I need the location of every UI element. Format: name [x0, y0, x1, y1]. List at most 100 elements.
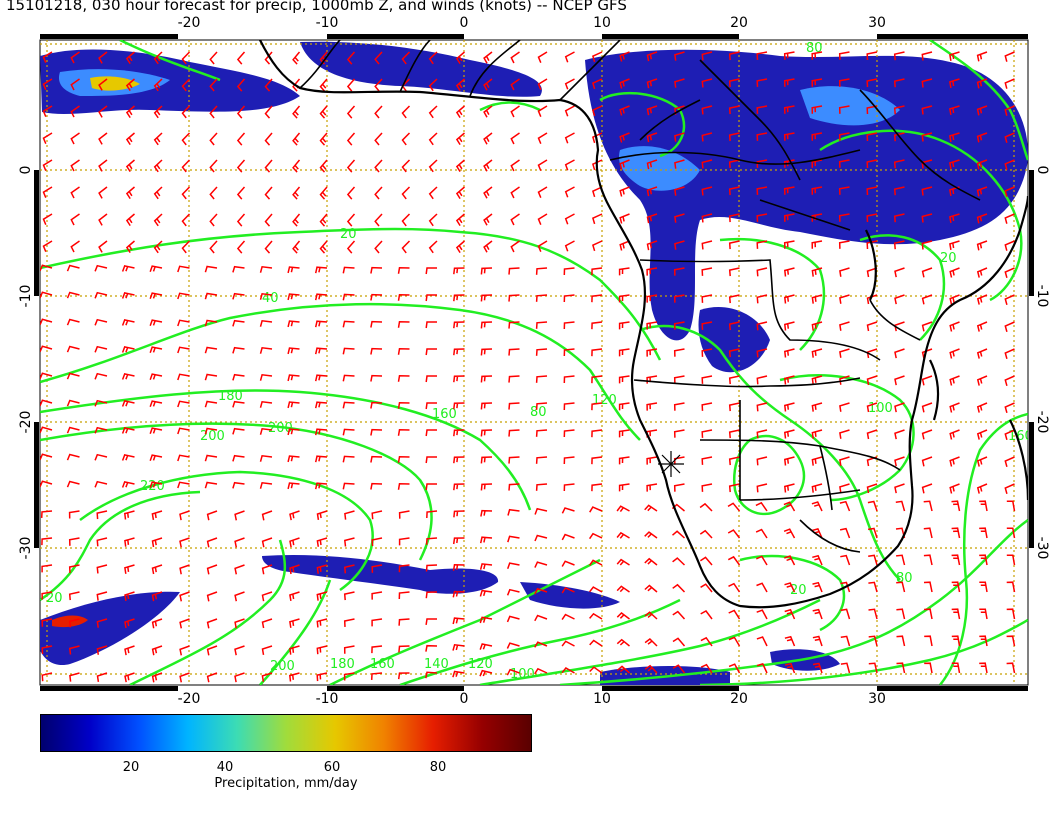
wind-barb: [537, 213, 548, 225]
wind-barb: [124, 537, 135, 547]
wind-barb: [209, 132, 218, 146]
wind-barb: [564, 51, 575, 63]
border-line: [399, 40, 431, 93]
wind-barb: [398, 618, 410, 626]
wind-barb: [125, 132, 135, 146]
africa-coastline: [259, 40, 1028, 609]
wind-barb: [40, 453, 53, 461]
wind-barb: [591, 456, 603, 465]
border-line: [739, 400, 861, 501]
wind-barb: [951, 527, 961, 539]
wind-barb: [343, 672, 355, 681]
wind-barb: [151, 618, 163, 629]
wind-barb: [839, 429, 850, 439]
wind-barb: [506, 642, 520, 649]
wind-barb: [40, 480, 53, 488]
wind-barb: [616, 665, 630, 674]
wind-barb: [646, 159, 658, 170]
wind-barb: [701, 132, 713, 142]
wind-barb: [535, 348, 548, 356]
contour-label: 220: [140, 479, 165, 494]
wind-barb: [425, 591, 438, 599]
wind-barb: [151, 672, 163, 683]
wind-barb: [728, 429, 740, 439]
wind-barb: [232, 481, 245, 489]
wind-barb: [181, 186, 191, 200]
wind-barb: [644, 584, 658, 593]
wind-barb: [866, 375, 878, 386]
wind-barb: [121, 373, 135, 380]
wind-barb: [1004, 483, 1015, 494]
wind-barb: [701, 456, 713, 465]
wind-barb: [66, 264, 80, 272]
wind-barb: [70, 159, 80, 172]
wind-barb: [949, 483, 960, 494]
wind-barb: [206, 537, 218, 548]
wind-barb: [398, 537, 410, 546]
wind-barb: [344, 510, 355, 520]
wind-barb: [209, 186, 218, 200]
wind-barb: [181, 240, 191, 254]
wind-barb: [70, 240, 80, 253]
wind-barb: [316, 672, 328, 682]
wind-barb: [209, 51, 218, 65]
wind-barb: [153, 78, 163, 92]
wind-barb: [838, 132, 850, 141]
wind-barb: [452, 564, 465, 571]
wind-barb: [979, 527, 988, 539]
wind-barb: [756, 582, 768, 593]
wind-barb: [259, 319, 273, 327]
wind-barb: [287, 374, 300, 382]
wind-barb: [510, 213, 520, 226]
wind-barb: [646, 51, 658, 62]
wind-barb: [755, 501, 768, 512]
wind-barb: [510, 78, 520, 91]
wind-barb: [701, 402, 713, 411]
wind-barb: [1004, 375, 1015, 386]
wind-barb: [397, 294, 410, 301]
wind-barb: [563, 321, 575, 330]
wind-barb: [811, 348, 823, 358]
wind-barb: [374, 51, 383, 65]
wind-barb: [949, 240, 960, 251]
lat-tick-label: -30: [1034, 537, 1050, 560]
wind-barb: [673, 402, 685, 411]
contour-label: 180: [330, 657, 355, 672]
wind-barb: [672, 530, 686, 539]
wind-barb: [206, 618, 218, 629]
wind-barb: [455, 105, 465, 118]
contour-label: 100: [868, 401, 893, 416]
wind-barb: [508, 402, 520, 410]
contour-label: 80: [530, 405, 547, 420]
wind-barb: [510, 105, 520, 118]
border-line: [639, 259, 881, 361]
wind-barb: [619, 240, 630, 251]
wind-barb: [839, 321, 850, 331]
wind-barb: [425, 564, 438, 572]
wind-barb: [346, 51, 356, 65]
wind-barb: [727, 529, 741, 539]
wind-barb: [868, 554, 878, 566]
wind-barb: [425, 671, 438, 679]
wind-barb: [94, 426, 108, 434]
wind-barb: [561, 613, 575, 621]
wind-barb: [839, 456, 850, 466]
contour-line: [40, 389, 532, 511]
wind-barb: [153, 213, 163, 227]
wind-barb: [811, 294, 823, 304]
wind-barb: [96, 645, 108, 655]
wind-barb: [646, 240, 658, 251]
wind-barb: [506, 668, 520, 676]
wind-barb: [895, 500, 906, 512]
contour-line: [479, 101, 541, 112]
wind-barb: [398, 510, 410, 519]
wind-barb: [868, 608, 878, 620]
wind-barb: [728, 213, 740, 223]
wind-barb: [121, 454, 135, 461]
wind-barb: [287, 266, 300, 274]
contour-line: [119, 40, 221, 82]
wind-barb: [839, 483, 850, 493]
wind-barb: [370, 672, 383, 680]
wind-barb: [976, 240, 988, 251]
wind-barb: [41, 672, 53, 682]
